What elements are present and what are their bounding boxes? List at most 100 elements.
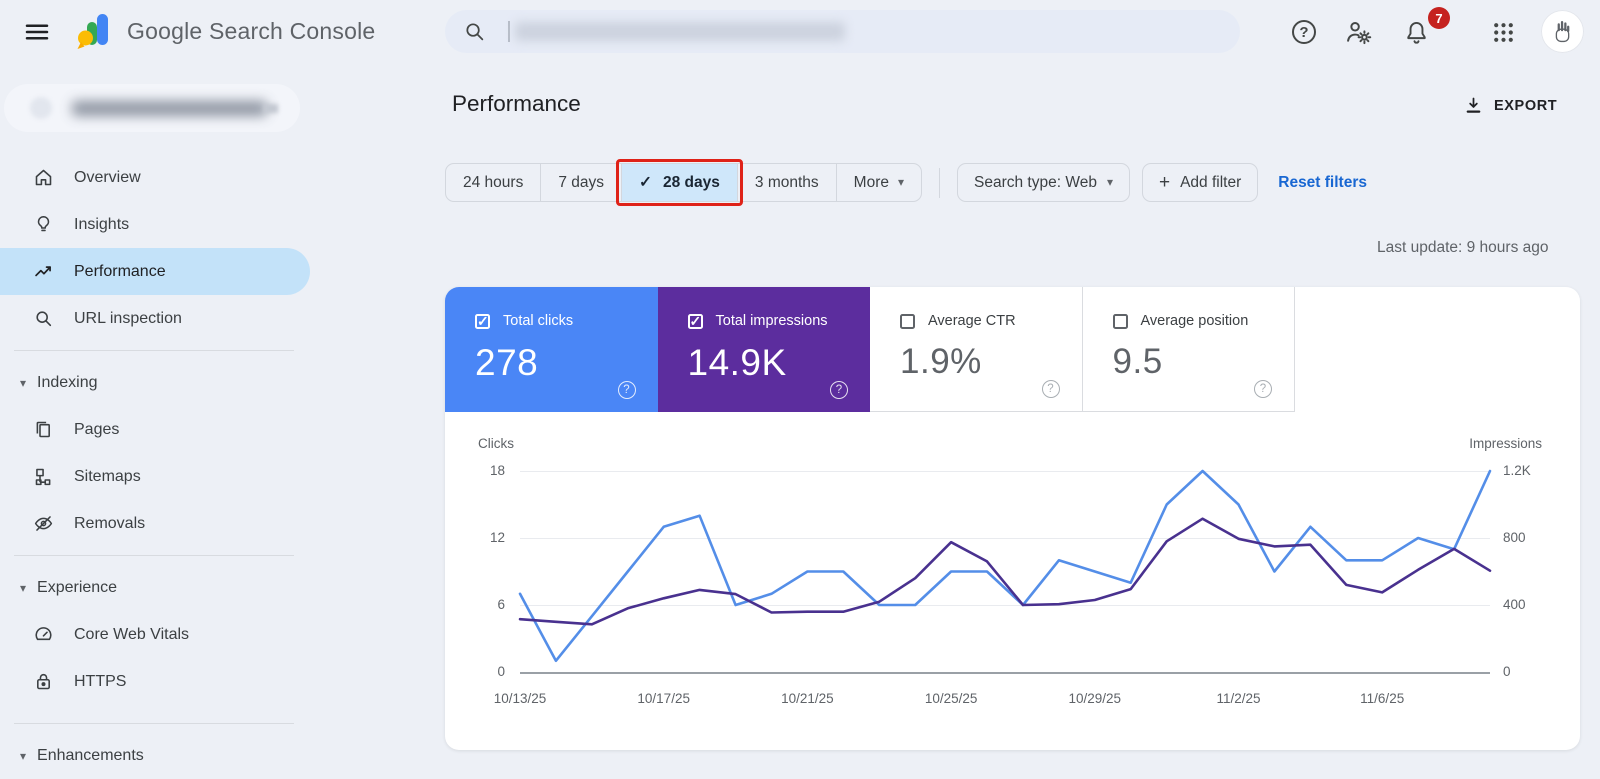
x-tick-label: 10/17/25 [637, 691, 690, 706]
range-24-hours[interactable]: 24 hours [446, 164, 542, 201]
sidebar-divider [14, 723, 294, 724]
add-filter-button[interactable]: + Add filter [1141, 163, 1259, 202]
sidebar-divider [14, 350, 294, 351]
user-settings-button[interactable] [1344, 18, 1372, 46]
search-input[interactable] [445, 10, 1240, 53]
reset-filters-link[interactable]: Reset filters [1278, 173, 1367, 191]
last-update-text: Last update: 9 hours ago [1377, 239, 1549, 256]
y-tick-right: 400 [1503, 597, 1526, 612]
gridline [520, 471, 1490, 472]
top-bar: Google Search Console ? 7 [0, 0, 1600, 64]
sidebar-item-pages[interactable]: Pages [0, 406, 310, 453]
sidebar-item-label: Pages [74, 420, 120, 438]
sitemap-icon [33, 466, 54, 487]
section-label: Indexing [37, 373, 98, 391]
left-axis-title: Clicks [478, 436, 514, 451]
sidebar-item-performance[interactable]: Performance [0, 248, 310, 295]
metric-label: Average CTR [928, 313, 1016, 329]
sidebar-item-core-web-vitals[interactable]: Core Web Vitals [0, 611, 310, 658]
x-tick-label: 10/25/25 [924, 691, 978, 706]
notifications-button[interactable] [1402, 18, 1430, 46]
property-favicon [30, 97, 52, 119]
x-tick-label: 10/29/25 [1068, 691, 1122, 706]
sidebar-item-removals[interactable]: Removals [0, 500, 310, 547]
bell-icon [1403, 19, 1430, 46]
caret-down-icon: ▾ [20, 580, 27, 595]
sidebar-item-label: Performance [74, 262, 166, 280]
sidebar-section-experience[interactable]: ▾ Experience [0, 564, 310, 611]
home-icon [33, 167, 54, 188]
y-tick-right: 0 [1503, 664, 1511, 679]
pages-icon [33, 419, 54, 440]
property-selector[interactable] [4, 84, 300, 132]
y-tick-left: 18 [489, 463, 505, 478]
account-avatar[interactable] [1541, 10, 1584, 53]
sidebar-divider [14, 555, 294, 556]
sidebar-item-insights[interactable]: Insights [0, 201, 310, 248]
lightbulb-icon [33, 214, 54, 235]
check-icon: ✓ [639, 174, 652, 191]
metric-card-average-position[interactable]: ✓ Average position 9.5 ? [1082, 287, 1295, 412]
sidebar-section-indexing[interactable]: ▾ Indexing [0, 359, 310, 406]
checkbox-unchecked-icon[interactable]: ✓ [1112, 313, 1128, 329]
app-title: Google Search Console [127, 17, 376, 44]
caret-down-icon: ▾ [20, 748, 27, 763]
metric-card-average-ctr[interactable]: ✓ Average CTR 1.9% ? [870, 287, 1083, 412]
magnifier-icon [33, 308, 54, 329]
range-more-dropdown[interactable]: More ▾ [837, 164, 921, 201]
section-label: Enhancements [37, 746, 144, 764]
help-button[interactable]: ? [1290, 18, 1318, 46]
apps-grid-button[interactable] [1489, 18, 1517, 46]
filter-separator [939, 167, 941, 198]
range-7-days[interactable]: 7 days [541, 164, 622, 201]
help-icon[interactable]: ? [617, 381, 636, 399]
metric-value: 14.9K [687, 342, 787, 383]
lock-icon [33, 671, 54, 692]
sidebar-item-label: URL inspection [74, 309, 182, 327]
chart-plot[interactable] [518, 469, 1492, 672]
checkbox-checked-icon[interactable]: ✓ [475, 312, 490, 329]
y-tick-right: 1.2K [1503, 463, 1531, 478]
help-icon[interactable]: ? [1041, 380, 1060, 398]
metric-label: Total impressions [715, 313, 828, 329]
apps-grid-icon [1491, 20, 1516, 45]
gauge-icon [33, 624, 54, 645]
notification-badge: 7 [1428, 7, 1450, 29]
metric-value: 1.9% [900, 342, 982, 381]
help-icon: ? [1292, 20, 1316, 44]
sidebar-item-label: Removals [74, 514, 146, 532]
hamburger-menu-icon[interactable] [22, 17, 54, 47]
redacted-property-name [72, 101, 267, 116]
range-28-days-selected[interactable]: ✓ 28 days [616, 159, 743, 206]
eye-off-icon [33, 513, 54, 534]
y-tick-left: 12 [489, 530, 505, 545]
help-icon[interactable]: ? [830, 381, 848, 399]
page-title: Performance [452, 91, 581, 116]
y-tick-right: 800 [1503, 530, 1526, 545]
sidebar-item-overview[interactable]: Overview [0, 154, 310, 201]
x-tick-label: 11/6/25 [1360, 691, 1405, 706]
filter-bar: 24 hours 7 days ✓ 28 days 3 months More … [445, 159, 1367, 206]
metric-card-total-impressions[interactable]: ✓ Total impressions 14.9K ? [657, 287, 870, 412]
trending-up-icon [33, 261, 54, 282]
app-logo[interactable]: Google Search Console [76, 11, 375, 51]
range-3-months[interactable]: 3 months [738, 164, 837, 201]
checkbox-unchecked-icon[interactable]: ✓ [900, 313, 915, 329]
search-type-dropdown[interactable]: Search type: Web ▾ [957, 163, 1130, 202]
sidebar-section-enhancements[interactable]: ▾ Enhancements [0, 732, 310, 779]
sidebar-item-https[interactable]: HTTPS [0, 658, 310, 705]
sidebar-item-label: Overview [74, 168, 141, 186]
checkbox-checked-icon[interactable]: ✓ [687, 312, 703, 329]
x-tick-label: 10/21/25 [781, 691, 834, 706]
export-button[interactable]: EXPORT [1463, 95, 1557, 116]
sidebar-item-url-inspection[interactable]: URL inspection [0, 295, 310, 342]
export-label: EXPORT [1494, 97, 1558, 114]
metric-card-total-clicks[interactable]: ✓ Total clicks 278 ? [445, 287, 658, 412]
gridline [520, 605, 1490, 606]
help-icon[interactable]: ? [1254, 380, 1272, 398]
hand-avatar-icon [1546, 15, 1580, 49]
text-cursor [508, 21, 510, 42]
sidebar-item-sitemaps[interactable]: Sitemaps [0, 453, 310, 500]
metric-value: 278 [475, 342, 539, 383]
search-console-logo-icon [76, 11, 112, 51]
